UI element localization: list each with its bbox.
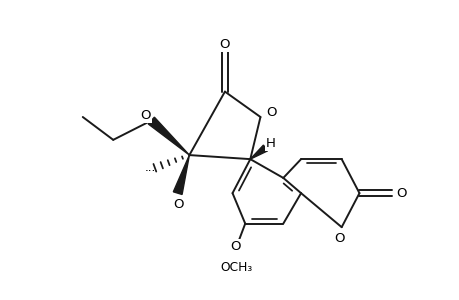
Polygon shape — [250, 145, 267, 159]
Text: OCH₃: OCH₃ — [220, 261, 252, 274]
Text: O: O — [219, 38, 230, 51]
Text: H: H — [265, 137, 275, 150]
Text: O: O — [396, 187, 406, 200]
Text: OCH₃: OCH₃ — [218, 260, 252, 273]
Polygon shape — [173, 155, 189, 194]
Text: O: O — [173, 198, 184, 211]
Text: O: O — [230, 240, 241, 253]
Polygon shape — [148, 117, 189, 155]
Text: ···: ··· — [145, 165, 156, 178]
Text: O: O — [266, 106, 276, 119]
Text: O: O — [140, 109, 150, 122]
Text: O: O — [334, 232, 344, 245]
